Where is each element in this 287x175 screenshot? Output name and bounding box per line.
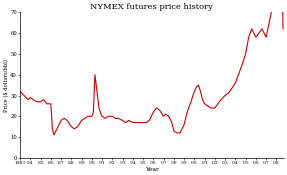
X-axis label: Year: Year bbox=[145, 167, 159, 172]
Y-axis label: Price ($ dollars/bbl): Price ($ dollars/bbl) bbox=[3, 59, 9, 112]
Title: NYMEX futures price history: NYMEX futures price history bbox=[90, 4, 213, 12]
